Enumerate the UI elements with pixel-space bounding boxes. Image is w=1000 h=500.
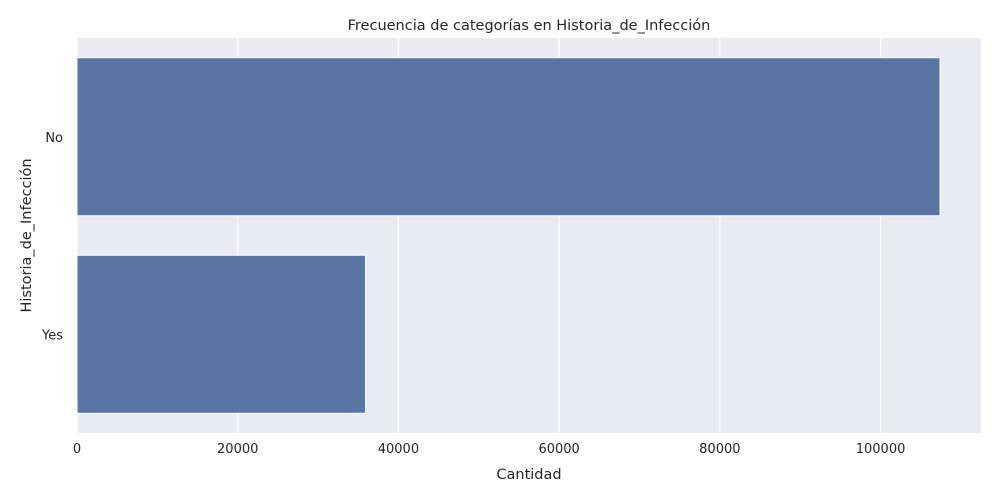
x-tick-label: 40000 (378, 442, 419, 457)
x-tick-label: 20000 (217, 442, 258, 457)
bar-yes (76, 254, 366, 414)
x-tick-label: 80000 (699, 442, 740, 457)
y-axis-label: Historia_de_Infección (19, 158, 35, 312)
chart-title: Frecuencia de categorías en Historia_de_… (348, 18, 711, 34)
bars (76, 57, 941, 414)
y-tick-label: No (45, 131, 63, 146)
x-axis-label: Cantidad (496, 467, 561, 483)
x-tick-label: 60000 (538, 442, 579, 457)
x-tick-label: 0 (73, 442, 81, 457)
y-tick-label: Yes (41, 328, 63, 343)
y-axis-ticks: No Yes (41, 131, 63, 344)
x-tick-label: 100000 (856, 442, 906, 457)
x-axis-ticks: 0 20000 40000 60000 80000 100000 (73, 442, 906, 457)
bar-no (76, 57, 941, 217)
